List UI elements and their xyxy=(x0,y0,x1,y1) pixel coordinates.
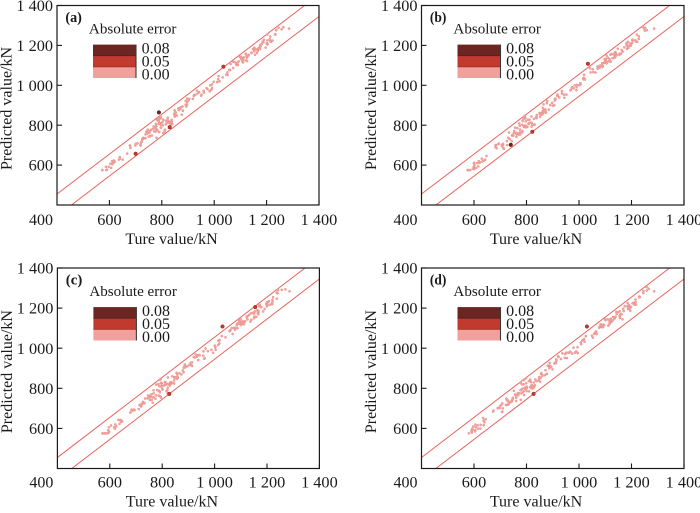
svg-text:1 000: 1 000 xyxy=(381,339,418,358)
svg-text:400: 400 xyxy=(29,212,53,229)
svg-text:Absolute error: Absolute error xyxy=(453,284,541,300)
svg-text:1 000: 1 000 xyxy=(17,339,54,358)
svg-text:(c): (c) xyxy=(66,272,83,288)
svg-text:600: 600 xyxy=(462,210,486,229)
svg-text:600: 600 xyxy=(29,419,53,438)
svg-text:0.05: 0.05 xyxy=(142,54,170,71)
svg-text:800: 800 xyxy=(393,379,417,398)
svg-text:1 200: 1 200 xyxy=(613,472,650,491)
svg-text:0.08: 0.08 xyxy=(506,303,534,320)
svg-text:Ture value/kN: Ture value/kN xyxy=(490,231,583,248)
svg-text:Absolute error: Absolute error xyxy=(89,284,177,300)
svg-text:1 400: 1 400 xyxy=(16,0,53,15)
svg-text:0.00: 0.00 xyxy=(142,67,170,84)
svg-text:1 200: 1 200 xyxy=(613,210,650,229)
svg-text:600: 600 xyxy=(393,156,417,175)
svg-text:1 200: 1 200 xyxy=(16,36,53,55)
svg-text:1 400: 1 400 xyxy=(301,472,338,491)
svg-text:0.08: 0.08 xyxy=(506,41,534,58)
svg-text:800: 800 xyxy=(514,210,538,229)
svg-text:1 200: 1 200 xyxy=(381,36,418,55)
svg-text:600: 600 xyxy=(29,156,53,175)
svg-text:1 000: 1 000 xyxy=(16,76,53,95)
svg-text:1 400: 1 400 xyxy=(381,259,418,278)
svg-text:1 000: 1 000 xyxy=(196,472,233,491)
svg-text:800: 800 xyxy=(514,472,538,491)
svg-text:1 000: 1 000 xyxy=(381,76,418,95)
svg-text:1 400: 1 400 xyxy=(17,259,54,278)
svg-text:0.00: 0.00 xyxy=(142,329,170,346)
svg-text:800: 800 xyxy=(393,116,417,135)
svg-text:1 000: 1 000 xyxy=(561,210,598,229)
svg-text:600: 600 xyxy=(98,472,122,491)
svg-text:800: 800 xyxy=(150,210,174,229)
svg-text:Ture value/kN: Ture value/kN xyxy=(125,231,218,248)
svg-text:1 200: 1 200 xyxy=(249,472,286,491)
svg-text:600: 600 xyxy=(97,210,121,229)
svg-text:1 200: 1 200 xyxy=(17,299,54,318)
svg-text:0.08: 0.08 xyxy=(142,303,170,320)
svg-text:Ture value/kN: Ture value/kN xyxy=(490,494,583,509)
svg-text:1 400: 1 400 xyxy=(666,472,700,491)
svg-text:0.05: 0.05 xyxy=(506,316,534,333)
svg-text:Ture value/kN: Ture value/kN xyxy=(126,494,219,509)
svg-text:800: 800 xyxy=(29,379,53,398)
svg-text:400: 400 xyxy=(394,212,418,229)
svg-text:0.05: 0.05 xyxy=(506,54,534,71)
svg-text:(b): (b) xyxy=(430,10,447,26)
svg-text:0.00: 0.00 xyxy=(506,67,534,84)
svg-text:1 000: 1 000 xyxy=(561,472,598,491)
svg-text:800: 800 xyxy=(29,116,53,135)
svg-text:1 400: 1 400 xyxy=(666,210,700,229)
svg-text:Predicted value/kN: Predicted value/kN xyxy=(0,310,16,434)
svg-text:0.05: 0.05 xyxy=(142,316,170,333)
svg-text:0.08: 0.08 xyxy=(142,41,170,58)
svg-text:400: 400 xyxy=(29,474,53,491)
svg-text:Absolute error: Absolute error xyxy=(453,22,541,38)
svg-text:Predicted value/kN: Predicted value/kN xyxy=(363,310,380,434)
svg-text:1 400: 1 400 xyxy=(381,0,418,15)
svg-text:1 400: 1 400 xyxy=(301,210,338,229)
svg-text:800: 800 xyxy=(150,472,174,491)
svg-text:1 000: 1 000 xyxy=(196,210,233,229)
svg-text:0.00: 0.00 xyxy=(506,329,534,346)
svg-text:600: 600 xyxy=(393,419,417,438)
svg-text:Absolute error: Absolute error xyxy=(89,22,177,38)
svg-text:(a): (a) xyxy=(65,10,82,26)
svg-text:1 200: 1 200 xyxy=(248,210,285,229)
svg-text:Predicted value/kN: Predicted value/kN xyxy=(0,47,16,171)
svg-text:400: 400 xyxy=(394,474,418,491)
svg-text:1 200: 1 200 xyxy=(381,299,418,318)
svg-text:(d): (d) xyxy=(430,272,447,288)
svg-text:600: 600 xyxy=(462,472,486,491)
svg-text:Predicted value/kN: Predicted value/kN xyxy=(363,47,380,171)
